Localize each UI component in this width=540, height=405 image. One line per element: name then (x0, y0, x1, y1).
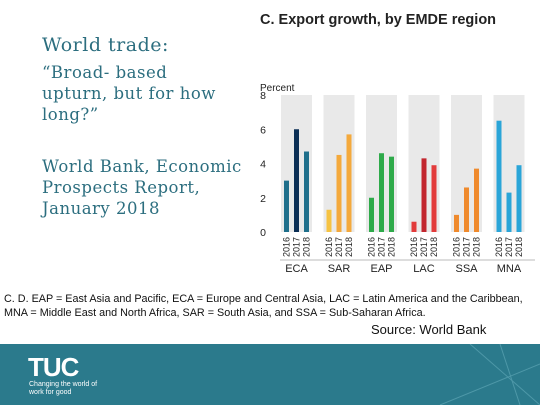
bar-background (503, 95, 515, 232)
bar-lac-2016 (411, 221, 417, 232)
bar-ssa-2017 (464, 187, 469, 232)
bar-background (408, 95, 420, 232)
y-tick-label: 8 (260, 90, 266, 102)
bar-mna-2018 (516, 165, 522, 232)
x-tick-label: 2017 (292, 237, 302, 257)
y-tick-label: 4 (260, 159, 266, 171)
bar-lac-2018 (431, 165, 437, 232)
decorative-lines (439, 344, 540, 405)
x-tick-label: 2018 (429, 237, 439, 257)
bar-background (291, 95, 302, 232)
category-label: LAC (413, 263, 434, 275)
bar-eca-2018 (304, 151, 309, 232)
bar-eca-2016 (284, 180, 289, 232)
report-reference: World Bank, Economic Prospects Report, J… (42, 157, 242, 218)
bar-background (451, 95, 462, 232)
x-tick-label: 2016 (452, 237, 462, 257)
source-note: Source: World Bank (371, 322, 487, 337)
x-tick-label: 2016 (409, 237, 419, 257)
x-tick-label: 2017 (377, 237, 387, 257)
x-tick-label: 2017 (334, 237, 344, 257)
x-tick-label: 2018 (472, 237, 482, 257)
category-label: ECA (285, 263, 308, 275)
bar-sar-2017 (336, 154, 342, 232)
bar-sar-2018 (346, 134, 352, 232)
footer-bar: TUC Changing the world of work for good (0, 344, 540, 405)
tuc-tagline: Changing the world of work for good (29, 381, 98, 396)
bar-eap-2017 (379, 153, 384, 232)
chart-title: C. Export growth, by EMDE region (260, 12, 497, 28)
bar-background (418, 95, 430, 232)
bar-eca-2017 (294, 129, 299, 232)
bar-background (301, 95, 312, 232)
bar-background (513, 95, 525, 232)
bar-background (461, 95, 472, 232)
y-tick-label: 0 (260, 227, 266, 239)
x-tick-label: 2016 (282, 237, 292, 257)
bar-background (376, 95, 387, 232)
bar-background (366, 95, 377, 232)
bar-background (323, 95, 335, 232)
x-tick-label: 2018 (514, 237, 524, 257)
bar-eap-2016 (369, 197, 374, 232)
y-axis-label: Percent (260, 83, 295, 94)
bar-ssa-2018 (474, 168, 479, 232)
x-tick-label: 2017 (462, 237, 472, 257)
bar-ssa-2016 (454, 214, 459, 232)
bar-mna-2017 (506, 192, 512, 232)
bar-mna-2016 (496, 120, 502, 232)
bar-background (471, 95, 482, 232)
bar-background (333, 95, 345, 232)
slide-heading: World trade: (42, 34, 169, 56)
x-tick-label: 2018 (387, 237, 397, 257)
y-tick-label: 6 (260, 124, 266, 136)
tuc-logo: TUC (28, 352, 79, 382)
category-label: SSA (455, 263, 478, 275)
slide-subheading: “Broad- based upturn, but for how long?” (42, 63, 216, 124)
bar-lac-2017 (421, 158, 427, 232)
x-tick-label: 2018 (302, 237, 312, 257)
bar-background (386, 95, 397, 232)
bar-eap-2018 (389, 156, 394, 232)
category-label: EAP (370, 263, 392, 275)
y-tick-label: 2 (260, 193, 266, 205)
x-tick-label: 2018 (344, 237, 354, 257)
x-tick-label: 2016 (494, 237, 504, 257)
bar-background (428, 95, 440, 232)
bar-background (281, 95, 292, 232)
category-label: MNA (497, 263, 522, 275)
bar-sar-2016 (326, 209, 332, 232)
category-label: SAR (328, 263, 351, 275)
x-tick-label: 2017 (419, 237, 429, 257)
x-tick-label: 2016 (324, 237, 334, 257)
bar-background (343, 95, 355, 232)
x-tick-label: 2017 (504, 237, 514, 257)
bar-background (493, 95, 505, 232)
x-tick-label: 2016 (367, 237, 377, 257)
chart-footnote: C. D. EAP = East Asia and Pacific, ECA =… (4, 293, 523, 319)
